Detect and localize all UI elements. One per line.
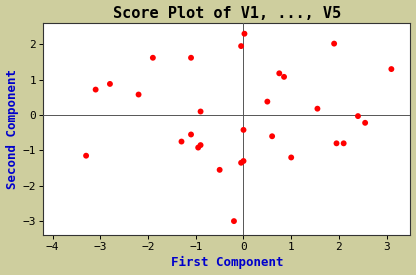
Point	[276, 71, 282, 76]
Point	[197, 109, 204, 114]
Point	[188, 56, 194, 60]
Point	[333, 141, 340, 145]
Point	[230, 219, 237, 223]
Point	[195, 145, 201, 150]
Point	[281, 75, 287, 79]
Point	[92, 87, 99, 92]
Point	[149, 56, 156, 60]
Point	[197, 143, 204, 147]
Point	[83, 153, 89, 158]
Point	[135, 92, 142, 97]
X-axis label: First Component: First Component	[171, 256, 283, 270]
Point	[288, 155, 295, 160]
Point	[240, 159, 247, 163]
Point	[388, 67, 395, 71]
Point	[238, 161, 245, 165]
Point	[355, 114, 362, 118]
Point	[264, 99, 271, 104]
Point	[340, 141, 347, 145]
Point	[241, 32, 248, 36]
Point	[216, 168, 223, 172]
Point	[240, 128, 247, 132]
Point	[314, 106, 321, 111]
Y-axis label: Second Component: Second Component	[5, 69, 19, 189]
Point	[188, 132, 194, 137]
Point	[362, 121, 369, 125]
Point	[238, 44, 245, 48]
Point	[178, 139, 185, 144]
Point	[106, 82, 113, 86]
Point	[269, 134, 275, 138]
Point	[331, 42, 337, 46]
Title: Score Plot of V1, ..., V5: Score Plot of V1, ..., V5	[113, 6, 341, 21]
